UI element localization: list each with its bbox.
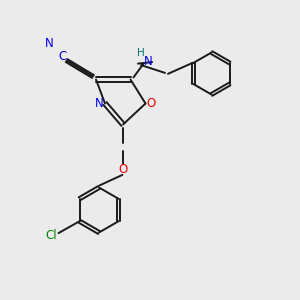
Text: N: N — [45, 37, 54, 50]
Text: O: O — [118, 163, 127, 176]
Text: H: H — [137, 47, 145, 58]
Text: Cl: Cl — [45, 229, 57, 242]
Text: N: N — [144, 55, 153, 68]
Text: O: O — [146, 97, 155, 110]
Text: C: C — [58, 50, 67, 64]
Text: N: N — [94, 97, 103, 110]
